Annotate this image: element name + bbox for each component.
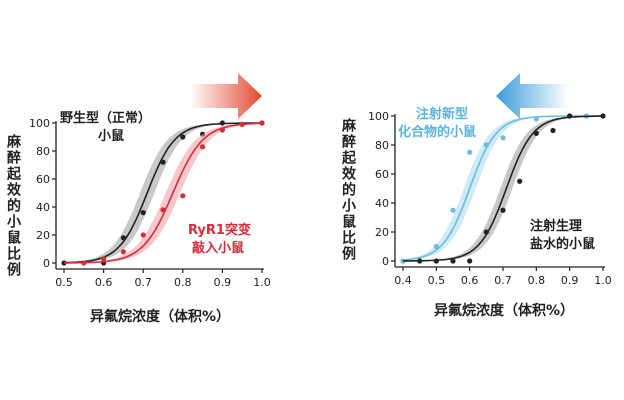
right-series-1-point — [517, 178, 523, 184]
right-y-tick-label: 60 — [375, 168, 389, 181]
right-series-0-point — [433, 243, 439, 250]
right-axes: 0 20 40 60 80 100 0.4 0.5 0.6 0.7 0.8 0.9 1.0 — [368, 110, 612, 287]
left-shift-arrow — [190, 73, 262, 119]
left-series-0-line — [63, 122, 262, 264]
left-x-tick-label: 0.9 — [214, 276, 232, 289]
left-series-0-point — [219, 120, 225, 126]
right-series-1-point — [483, 229, 489, 235]
right-x-tick-label: 0.9 — [561, 274, 579, 287]
left-y-tick-label: 80 — [36, 145, 50, 158]
left-y-axis-label: 麻醉起效的小鼠比例 — [5, 133, 22, 278]
right-y-axis-label: 麻醉起效的小鼠比例 — [340, 117, 357, 262]
right-series-1-band — [403, 116, 603, 261]
right-y-tick-label: 20 — [375, 226, 389, 239]
right-series-0-band — [403, 116, 603, 261]
right-x-tick-label: 0.5 — [428, 274, 446, 287]
right-series-0-point — [533, 116, 539, 122]
left-series-0-band — [64, 123, 262, 263]
right-y-tick-label: 80 — [375, 139, 389, 152]
right-x-axis-label: 异氟烷浓度（体积%） — [434, 302, 574, 319]
right-series-0-point — [450, 207, 456, 213]
left-panel: 麻醉起效的小鼠比例 0 20 40 60 80 100 0.5 0.6 0.7 0.8 0.9 1.0… — [5, 73, 271, 325]
left-axes: 0 20 40 60 80 100 0.5 0.6 0.7 0.8 0.9 1.0 — [29, 117, 271, 289]
left-y-tick-label: 40 — [36, 201, 50, 214]
right-series-1-point — [500, 207, 506, 213]
right-series-1-point — [567, 113, 573, 119]
left-series-1-point — [259, 120, 265, 126]
left-mutant-label: RyR1突变 — [188, 222, 251, 238]
left-x-axis-label: 异氟烷浓度（体积%） — [90, 308, 230, 325]
left-series-0-point — [140, 210, 146, 216]
left-series-0-point — [160, 159, 166, 165]
left-x-tick-label: 0.6 — [95, 276, 113, 289]
left-series-1-line — [64, 122, 262, 264]
right-series-0-point — [483, 142, 489, 148]
right-y-tick-label: 0 — [382, 255, 389, 268]
left-series-1-point — [200, 144, 206, 150]
right-plot-area — [400, 113, 606, 264]
right-x-tick-label: 0.7 — [494, 274, 512, 287]
right-series-0-point — [500, 135, 506, 141]
left-x-tick-label: 1.0 — [253, 276, 271, 289]
left-y-tick-label: 0 — [43, 257, 50, 270]
left-plot-area — [61, 120, 265, 266]
right-series-0-point — [467, 149, 473, 155]
right-saline-label-2: 盐水的小鼠 — [530, 236, 595, 252]
right-x-tick-label: 1.0 — [594, 274, 612, 287]
right-compound-label: 注射新型 — [416, 106, 468, 122]
left-series-1-point — [140, 232, 146, 238]
left-series-1-point — [120, 249, 126, 255]
left-series-1-point — [239, 121, 245, 127]
left-series-0-point — [180, 134, 186, 140]
left-wt-label: 野生型（正常） — [60, 110, 151, 126]
right-shift-arrow — [496, 73, 568, 119]
left-x-tick-label: 0.8 — [174, 276, 192, 289]
right-series-1-point — [467, 258, 473, 264]
right-series-1-point — [417, 258, 423, 264]
right-x-tick-label: 0.6 — [461, 274, 479, 287]
right-series-1-point — [600, 113, 606, 119]
left-y-tick-label: 100 — [29, 117, 50, 130]
right-saline-label: 注射生理 — [530, 218, 582, 234]
right-compound-label-2: 化合物的小鼠 — [398, 124, 476, 140]
right-series-1-point — [550, 127, 556, 134]
right-series-1-point — [450, 258, 456, 264]
left-series-1-point — [180, 193, 186, 199]
left-series-0-point — [120, 235, 126, 241]
right-y-tick-label: 100 — [368, 110, 389, 123]
left-x-tick-label: 0.5 — [55, 276, 73, 289]
left-wt-label-2: 小鼠 — [98, 128, 124, 144]
right-x-tick-label: 0.4 — [394, 274, 412, 287]
left-series-1-point — [101, 256, 107, 262]
left-series-1-point — [219, 127, 225, 133]
left-x-tick-label: 0.7 — [134, 276, 152, 289]
right-panel: 麻醉起效的小鼠比例 0 20 40 60 80 100 0.4 0.5 0.6 0.7 0.8 0.9… — [340, 73, 612, 319]
left-series-1-point — [81, 260, 87, 266]
right-series-1-point — [533, 130, 539, 136]
right-series-1-point — [433, 258, 439, 264]
right-x-tick-label: 0.8 — [528, 274, 546, 287]
right-y-tick-label: 40 — [375, 197, 389, 210]
left-series-1-point — [160, 207, 166, 213]
left-y-tick-label: 20 — [36, 229, 50, 242]
left-y-tick-label: 60 — [36, 173, 50, 186]
left-mutant-label-2: 敲入小鼠 — [192, 240, 244, 256]
